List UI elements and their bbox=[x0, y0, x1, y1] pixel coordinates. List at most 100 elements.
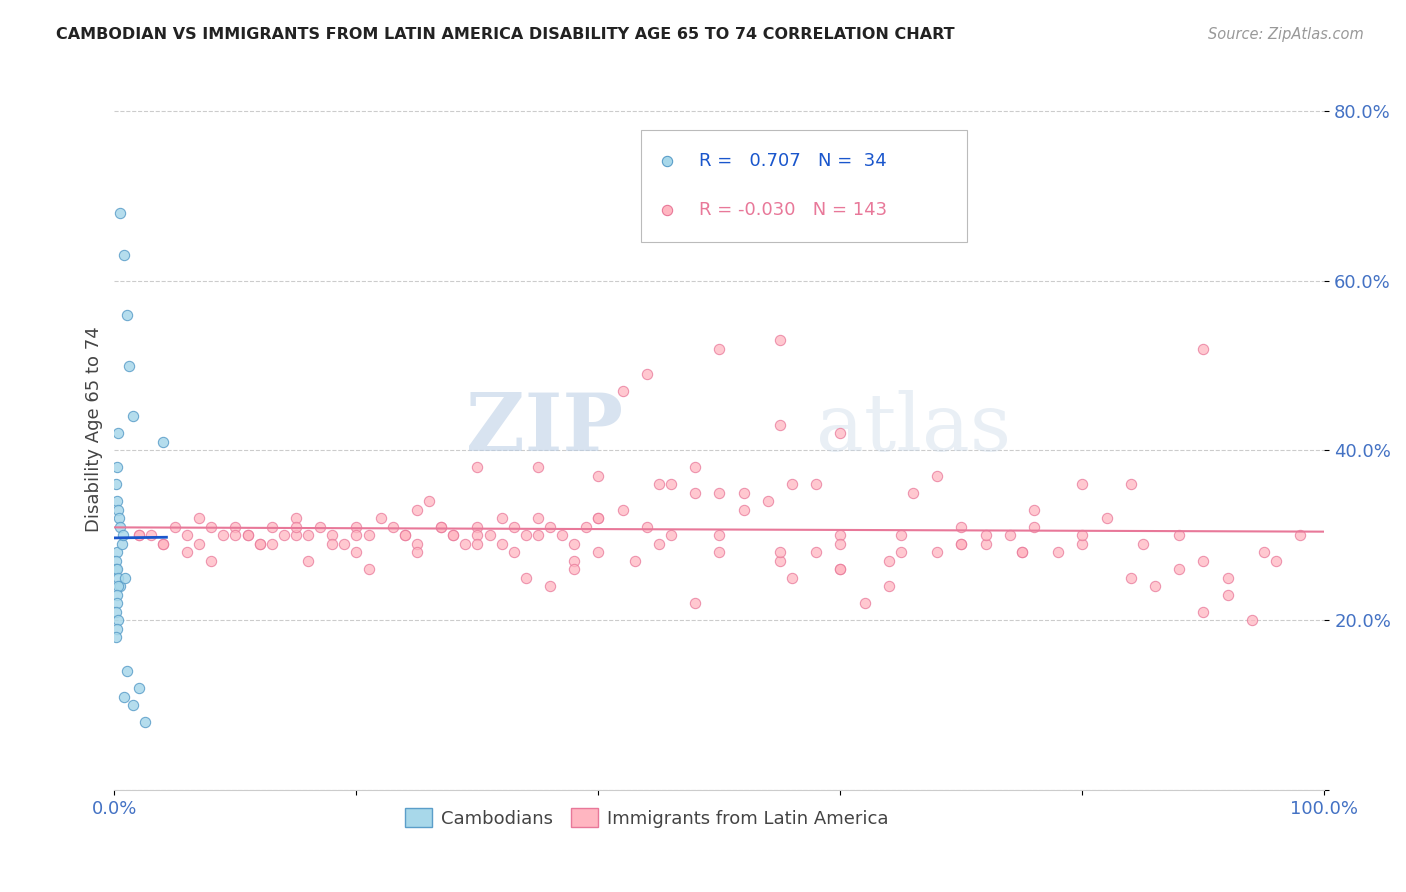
Point bbox=[683, 486, 706, 500]
Point bbox=[1168, 528, 1191, 542]
Point bbox=[309, 520, 332, 534]
Point bbox=[830, 426, 852, 441]
Point bbox=[1071, 537, 1094, 551]
Point bbox=[321, 528, 343, 542]
Point bbox=[297, 554, 319, 568]
Point bbox=[115, 664, 138, 678]
Point bbox=[1119, 477, 1142, 491]
Text: Source: ZipAtlas.com: Source: ZipAtlas.com bbox=[1208, 27, 1364, 42]
Point bbox=[107, 571, 129, 585]
Point bbox=[612, 384, 634, 398]
Point bbox=[236, 528, 259, 542]
Point bbox=[709, 486, 731, 500]
Point bbox=[1022, 520, 1045, 534]
Point bbox=[636, 520, 658, 534]
Point bbox=[527, 460, 550, 475]
Point bbox=[733, 503, 755, 517]
Point bbox=[115, 308, 138, 322]
Point bbox=[163, 520, 186, 534]
Point bbox=[1192, 342, 1215, 356]
Point bbox=[877, 554, 900, 568]
Point bbox=[105, 545, 128, 559]
Point bbox=[756, 494, 779, 508]
Point bbox=[588, 545, 610, 559]
Point bbox=[105, 562, 128, 576]
Point bbox=[588, 511, 610, 525]
Point bbox=[200, 520, 222, 534]
Point bbox=[105, 588, 128, 602]
Point bbox=[478, 528, 501, 542]
Text: R = -0.030   N = 143: R = -0.030 N = 143 bbox=[699, 202, 887, 219]
Point bbox=[780, 477, 803, 491]
Point bbox=[104, 630, 127, 644]
Point bbox=[538, 520, 561, 534]
Point bbox=[105, 622, 128, 636]
Point bbox=[110, 579, 132, 593]
Point bbox=[683, 460, 706, 475]
Point bbox=[333, 537, 356, 551]
Point bbox=[657, 101, 679, 115]
Point bbox=[105, 494, 128, 508]
Point bbox=[104, 554, 127, 568]
Point bbox=[467, 528, 489, 542]
Point bbox=[1011, 545, 1033, 559]
Point bbox=[830, 562, 852, 576]
Point bbox=[105, 596, 128, 610]
Point bbox=[950, 520, 973, 534]
Point bbox=[1022, 503, 1045, 517]
Point bbox=[110, 520, 132, 534]
Point bbox=[1143, 579, 1166, 593]
Point bbox=[260, 520, 283, 534]
Point bbox=[538, 579, 561, 593]
Point bbox=[370, 511, 392, 525]
Point bbox=[502, 520, 524, 534]
Point bbox=[588, 469, 610, 483]
Point bbox=[111, 537, 134, 551]
Point bbox=[114, 571, 136, 585]
Point bbox=[612, 503, 634, 517]
Point bbox=[108, 511, 131, 525]
Point bbox=[683, 596, 706, 610]
Point bbox=[111, 528, 134, 542]
Point bbox=[107, 426, 129, 441]
Point bbox=[467, 537, 489, 551]
Point bbox=[121, 409, 143, 424]
Point bbox=[273, 528, 295, 542]
Point bbox=[890, 545, 912, 559]
Point bbox=[406, 545, 429, 559]
Point bbox=[357, 528, 380, 542]
Point bbox=[657, 43, 679, 57]
Point bbox=[188, 537, 211, 551]
Point bbox=[344, 520, 367, 534]
Point bbox=[974, 528, 997, 542]
Point bbox=[284, 520, 307, 534]
Point bbox=[950, 537, 973, 551]
Point bbox=[249, 537, 271, 551]
Point bbox=[1216, 588, 1239, 602]
Point bbox=[467, 460, 489, 475]
Point bbox=[769, 545, 792, 559]
Point bbox=[853, 596, 876, 610]
Point bbox=[105, 460, 128, 475]
Point bbox=[1095, 511, 1118, 525]
Point bbox=[224, 520, 246, 534]
Point bbox=[441, 528, 464, 542]
Point bbox=[974, 537, 997, 551]
Point bbox=[128, 528, 150, 542]
Point bbox=[1047, 545, 1070, 559]
Point bbox=[515, 528, 537, 542]
Point bbox=[110, 206, 132, 220]
Point bbox=[901, 486, 924, 500]
Point bbox=[562, 554, 585, 568]
FancyBboxPatch shape bbox=[641, 130, 967, 242]
Point bbox=[1071, 477, 1094, 491]
Point bbox=[134, 714, 156, 729]
Point bbox=[112, 690, 135, 704]
Point bbox=[188, 511, 211, 525]
Point bbox=[260, 537, 283, 551]
Point bbox=[806, 477, 828, 491]
Point bbox=[1011, 545, 1033, 559]
Point bbox=[344, 528, 367, 542]
Point bbox=[1253, 545, 1275, 559]
Point bbox=[418, 494, 440, 508]
